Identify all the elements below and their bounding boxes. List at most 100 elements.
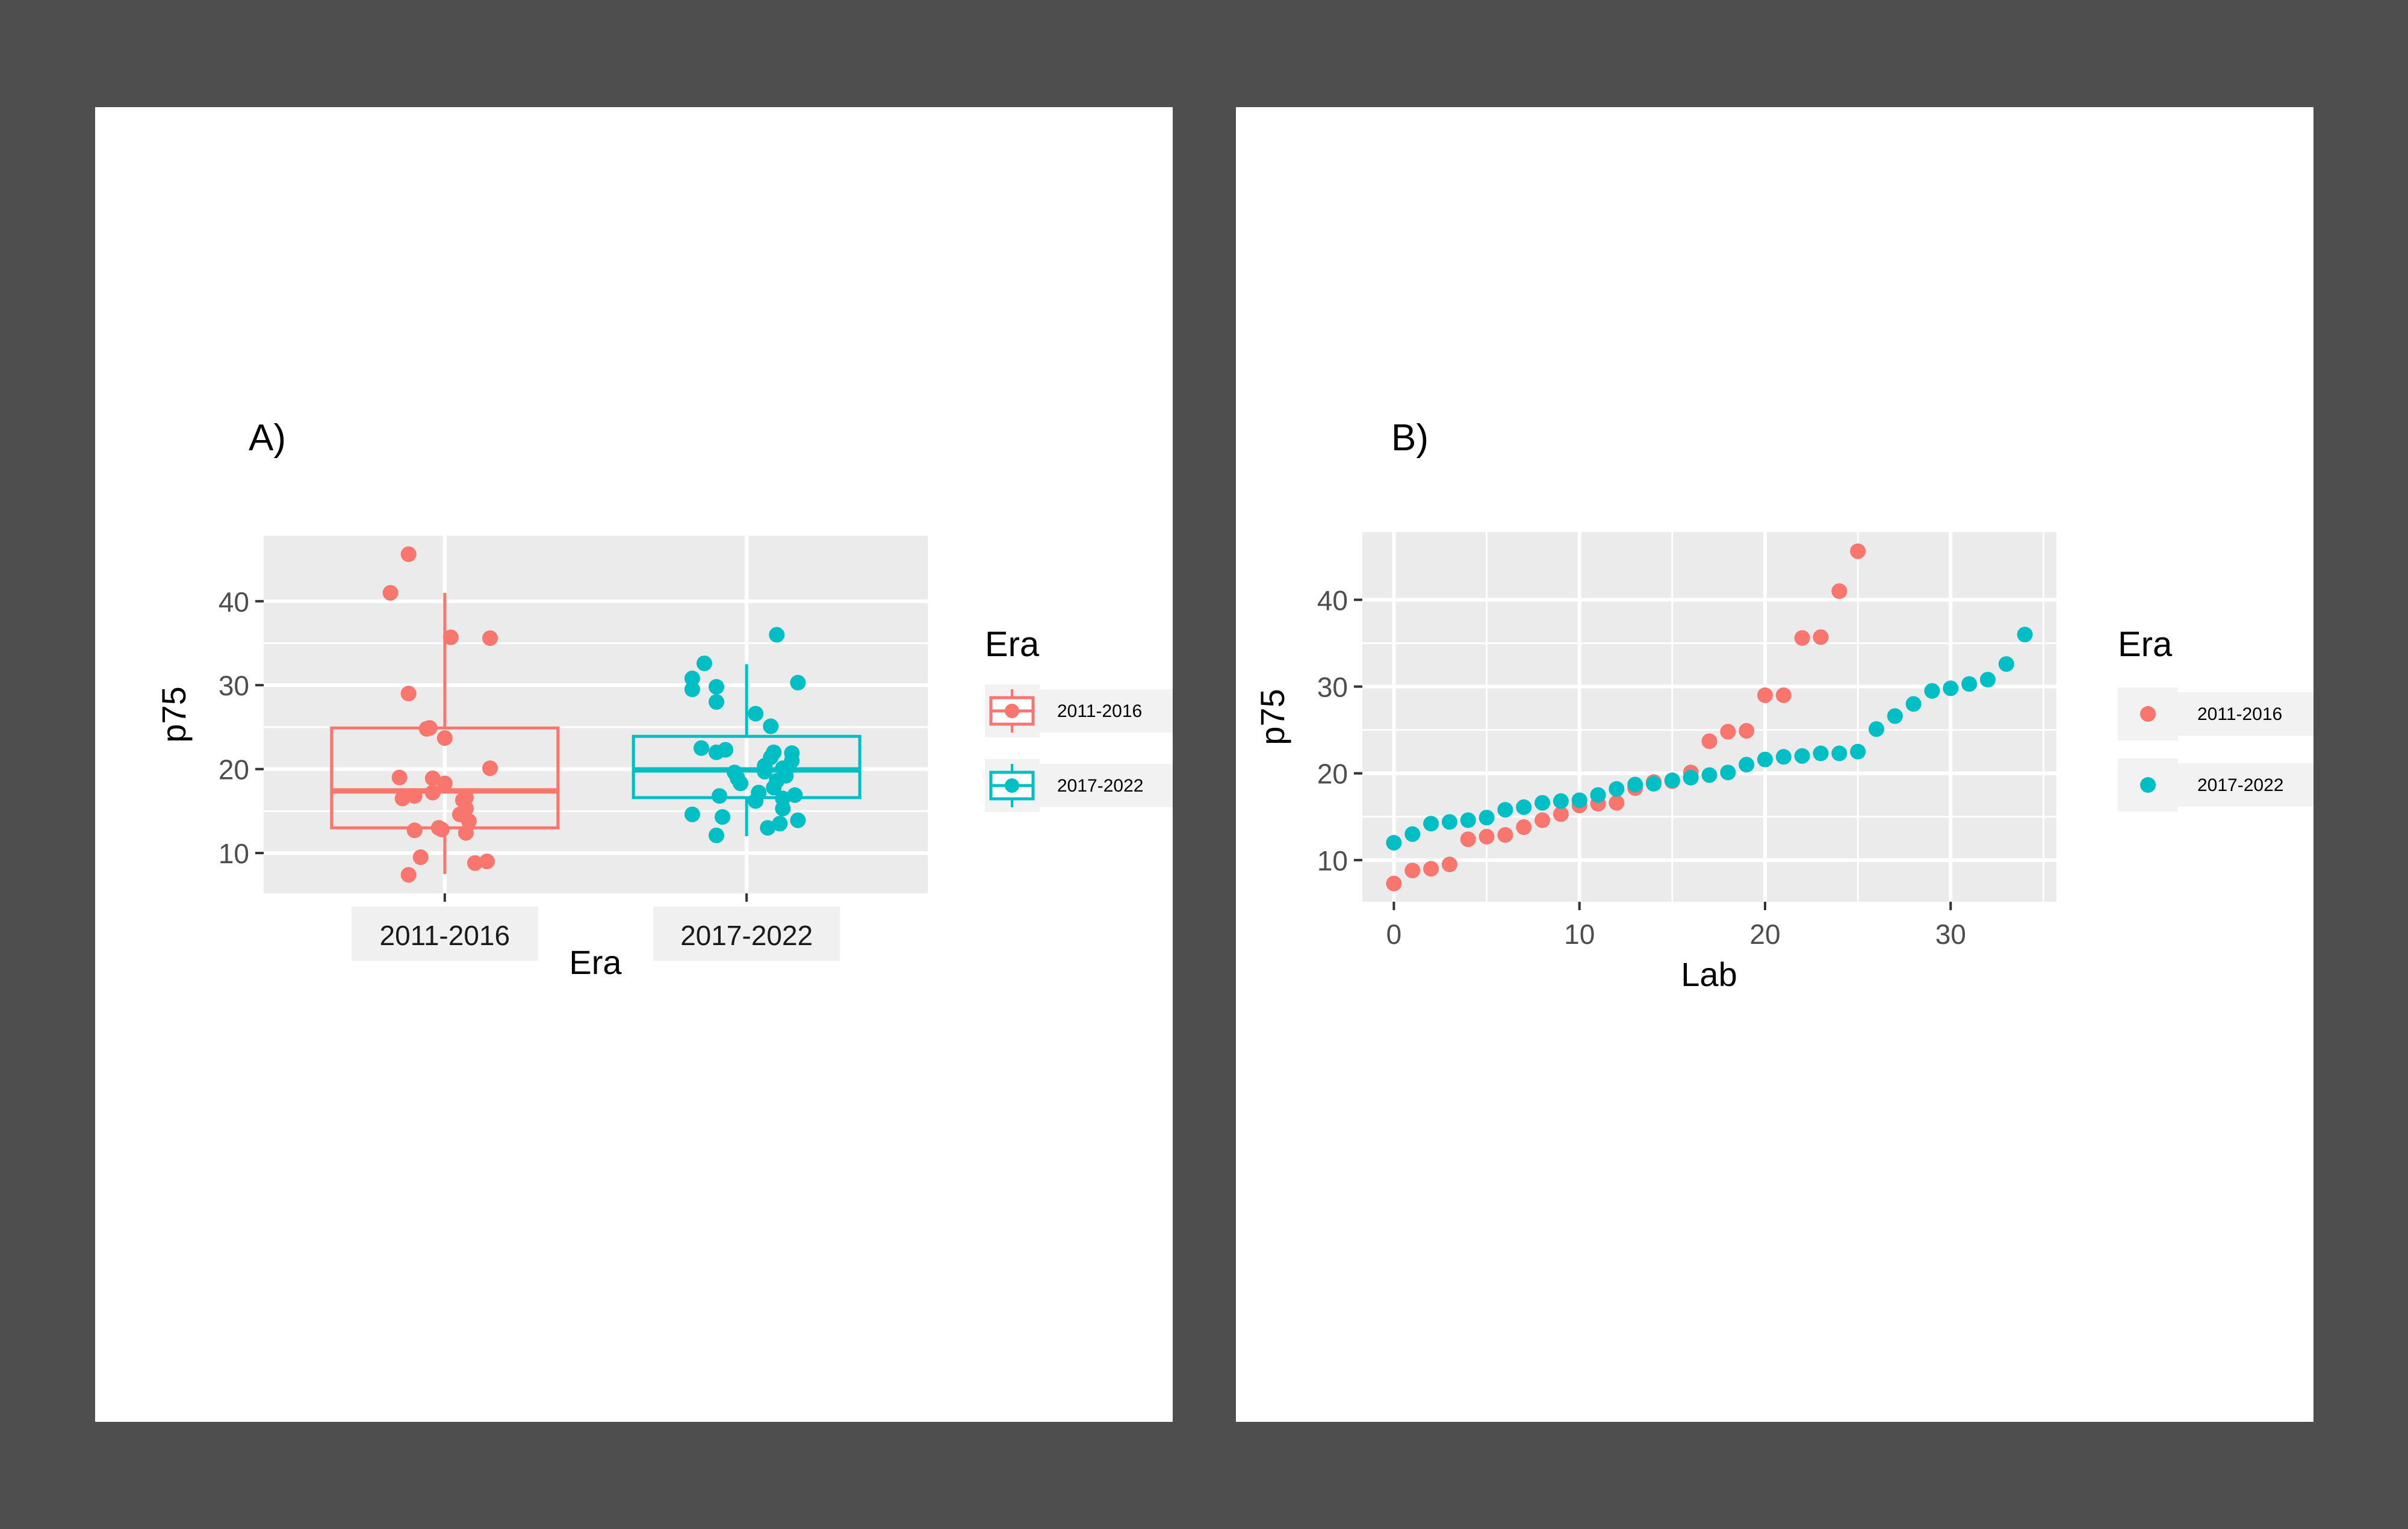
data-point [1627, 777, 1643, 793]
data-point [1571, 792, 1587, 808]
data-point [424, 784, 441, 801]
legend-a: Era 2011-2016 2017-2022 [985, 625, 1173, 812]
data-point [1683, 769, 1699, 786]
x-tick-label: 30 [1935, 919, 1966, 950]
data-point [787, 787, 803, 803]
data-point [790, 812, 806, 828]
data-point [1831, 745, 1848, 761]
legend-title-a: Era [985, 625, 1040, 664]
data-point [1775, 749, 1792, 765]
data-point [482, 760, 498, 777]
data-point [1813, 629, 1829, 645]
legend-label: 2017-2022 [1057, 776, 1143, 796]
legend-label-bg [1040, 689, 1173, 733]
data-point [1460, 812, 1476, 828]
data-point [1943, 680, 1959, 696]
data-point [1924, 683, 1940, 699]
data-point [1775, 687, 1792, 703]
box-iqr [631, 734, 861, 799]
data-point [412, 849, 429, 866]
data-point [400, 686, 417, 702]
x-axis-b: 0 10 20 30 [1386, 902, 1966, 950]
y-tick-label: 40 [219, 586, 249, 618]
data-point [391, 769, 408, 786]
data-point [766, 780, 782, 796]
data-point [769, 627, 785, 643]
data-point [763, 718, 779, 734]
x-tick-label: 2017-2022 [680, 920, 813, 951]
data-point [400, 546, 417, 562]
data-point [458, 825, 474, 841]
x-tick-label-bg [351, 907, 538, 961]
x-axis-title-b: Lab [1681, 955, 1737, 993]
plot-background-b [1362, 532, 2056, 902]
data-point [1553, 806, 1569, 822]
data-point [712, 788, 728, 804]
data-point [1664, 772, 1680, 789]
data-point [436, 730, 453, 746]
data-point [748, 793, 764, 809]
data-point [1386, 875, 1402, 892]
x-tick-label: 10 [1564, 919, 1595, 950]
data-point [482, 630, 498, 647]
panel-label-b: B) [1391, 417, 1429, 459]
data-point [400, 867, 417, 883]
x-tick-label: 20 [1749, 919, 1780, 950]
data-point [748, 706, 764, 722]
data-point [1534, 795, 1551, 811]
data-point [433, 822, 450, 838]
x-axis-title-a: Era [569, 943, 622, 981]
data-point [1516, 799, 1532, 815]
data-point [467, 855, 483, 871]
data-point [1441, 814, 1457, 830]
legend-title-b: Era [2118, 625, 2173, 664]
y-tick-label: 10 [1317, 845, 1348, 876]
data-point [1460, 831, 1476, 848]
x-axis-a: 2011-2016 2017-2022 [351, 893, 840, 961]
data-point [760, 820, 776, 836]
data-point [709, 694, 725, 710]
y-tick-label: 20 [1317, 758, 1348, 790]
y-axis-a: 10 20 30 40 [219, 586, 264, 869]
data-point [1720, 764, 1736, 781]
data-point [1868, 721, 1884, 737]
data-point [1979, 672, 1996, 688]
grid-b [1300, 532, 2056, 902]
data-point [1479, 810, 1495, 826]
legend-key-point [2140, 777, 2156, 793]
data-point [1404, 826, 1421, 842]
data-point [479, 854, 495, 870]
data-point [1739, 757, 1755, 773]
data-point [1441, 857, 1457, 873]
data-point [1404, 863, 1421, 879]
data-point [1609, 795, 1625, 811]
data-point [1534, 812, 1551, 828]
data-point [709, 744, 725, 760]
y-tick-label: 10 [219, 838, 249, 869]
data-point [1757, 751, 1773, 768]
data-point [382, 585, 399, 601]
data-point [418, 721, 435, 737]
points-a [382, 546, 806, 883]
data-point [394, 790, 411, 807]
data-point [1757, 687, 1773, 703]
data-point [436, 775, 453, 792]
data-point [1887, 708, 1903, 724]
data-point [1590, 787, 1606, 803]
data-point [1850, 543, 1866, 559]
data-point [1423, 861, 1439, 877]
data-point [442, 629, 459, 645]
legend-label-bg [2178, 692, 2313, 736]
legend-b: Era 2011-2016 2017-2022 [2118, 625, 2313, 811]
legend-key-point [1005, 778, 1019, 793]
y-axis-b: 10 20 30 40 [1317, 585, 1362, 876]
data-point [1850, 743, 1866, 760]
x-tick-label: 0 [1386, 919, 1402, 950]
panel-b: B) 10 20 30 40 0 10 20 30 p75 Lab Era 2011-201… [1236, 107, 2313, 1422]
data-point [1497, 802, 1513, 818]
data-point [757, 763, 773, 780]
panel-label-a: A) [249, 417, 286, 459]
data-point [730, 770, 746, 786]
scatter-chart: B) 10 20 30 40 0 10 20 30 p75 Lab Era 2011-201… [1253, 417, 2313, 993]
y-tick-label: 30 [1317, 672, 1348, 703]
